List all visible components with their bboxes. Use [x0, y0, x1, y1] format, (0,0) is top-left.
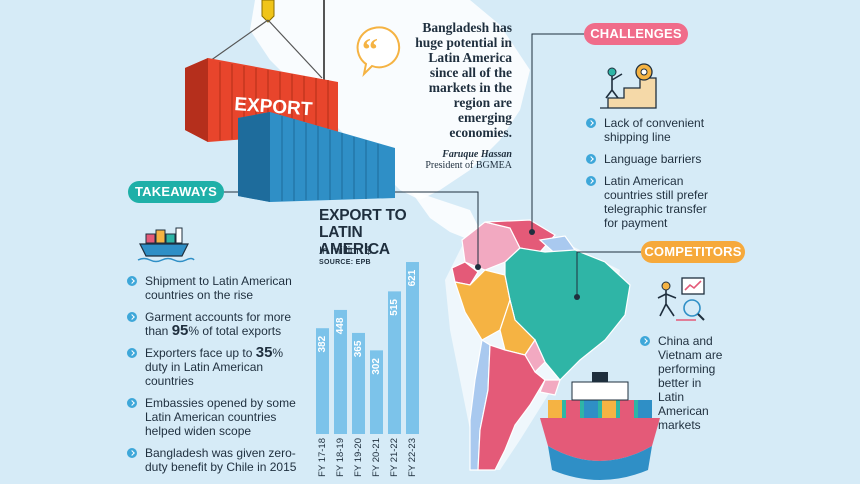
hook-icon [261, 0, 275, 23]
connector-dot-challenges [529, 229, 535, 235]
bullet-icon [127, 276, 137, 286]
bullet-icon [127, 348, 137, 358]
chart-source: SOURCE: EPB [319, 259, 371, 266]
bullet-icon [586, 176, 596, 186]
takeaway-item: Exporters face up to 35% duty in Latin A… [127, 345, 297, 388]
chart-title: EXPORT TO LATIN AMERICA [319, 207, 407, 258]
connector-challenges [531, 33, 584, 230]
bar-value-label: 448 [335, 317, 346, 334]
takeaway-item: Embassies opened by some Latin American … [127, 396, 297, 438]
chart-subtitle: In million $ [319, 245, 372, 257]
challenge-item: Latin American countries still prefer te… [586, 174, 714, 230]
bar-value-label: 365 [353, 340, 364, 357]
svg-text:“: “ [362, 31, 378, 67]
takeaways-list: Shipment to Latin American countries on … [127, 274, 297, 482]
connector-dot-competitors [574, 294, 580, 300]
ecuador-region [451, 261, 479, 286]
x-tick-label: FY 19-20 [353, 438, 364, 477]
quote-author-role: President of BGMEA [425, 160, 512, 171]
container-ship-illustration [540, 372, 660, 480]
bar-fy-17-18 [316, 328, 329, 434]
bullet-icon [586, 118, 596, 128]
central-america-landmass [410, 190, 480, 240]
challenges-pill: CHALLENGES [584, 23, 688, 45]
competitor-item: China and Vietnam are performing better … [640, 334, 724, 432]
x-tick-label: FY 22-23 [407, 438, 418, 477]
bar-fy-22-23 [406, 262, 419, 434]
bar-value-label: 302 [371, 358, 382, 375]
bar-fy-18-19 [334, 309, 347, 434]
export-bar-chart: 382 FY 17-18 448 FY 18-19 365 FY 19-20 302 FY 2… [316, 262, 419, 477]
x-tick-label: FY 21-22 [389, 438, 400, 477]
quote-attribution: Faruque Hassan President of BGMEA [400, 149, 512, 171]
quote-icon: “ [356, 26, 401, 78]
bullet-icon [640, 336, 650, 346]
uruguay-region [539, 379, 561, 396]
bar-value-label: 515 [389, 299, 400, 316]
x-tick-label: FY 18-19 [335, 438, 346, 477]
bullet-icon [127, 312, 137, 322]
south-america-map [451, 219, 631, 471]
bar-fy-19-20 [352, 332, 365, 434]
quote-author-name: Faruque Hassan [442, 149, 512, 160]
takeaway-item: Shipment to Latin American countries on … [127, 274, 297, 302]
takeaway-item: Garment accounts for more than 95% of to… [127, 310, 297, 338]
bullet-icon [586, 154, 596, 164]
competitors-race-icon [657, 277, 705, 321]
x-tick-label: FY 20-21 [371, 438, 382, 477]
takeaways-pill: TAKEAWAYS [128, 181, 224, 203]
north-america-landmass [250, 0, 530, 200]
quote-text: Bangladesh has huge potential in Latin A… [415, 20, 512, 140]
competitors-pill: COMPETITORS [641, 241, 745, 263]
cargo-ship-icon [137, 227, 195, 263]
challenges-list: Lack of convenient shipping line Languag… [586, 116, 714, 238]
challenge-item: Lack of convenient shipping line [586, 116, 714, 144]
connector-competitors [576, 251, 641, 295]
x-tick-label: FY 17-18 [317, 438, 328, 477]
challenge-item: Language barriers [586, 152, 714, 166]
bar-value-label: 382 [317, 335, 328, 352]
bullet-icon [127, 398, 137, 408]
argentina-region [477, 344, 546, 471]
takeaway-item: Bangladesh was given zero-duty benefit b… [127, 446, 297, 474]
bullet-icon [127, 448, 137, 458]
container-blue [238, 112, 395, 202]
climbing-challenge-icon [600, 63, 657, 109]
bar-fy-21-22 [388, 291, 401, 434]
competitors-list: China and Vietnam are performing better … [640, 334, 724, 440]
bar-fy-20-21 [370, 350, 383, 434]
bar-value-label: 621 [407, 269, 418, 286]
connector-dot-takeaways [475, 264, 481, 270]
